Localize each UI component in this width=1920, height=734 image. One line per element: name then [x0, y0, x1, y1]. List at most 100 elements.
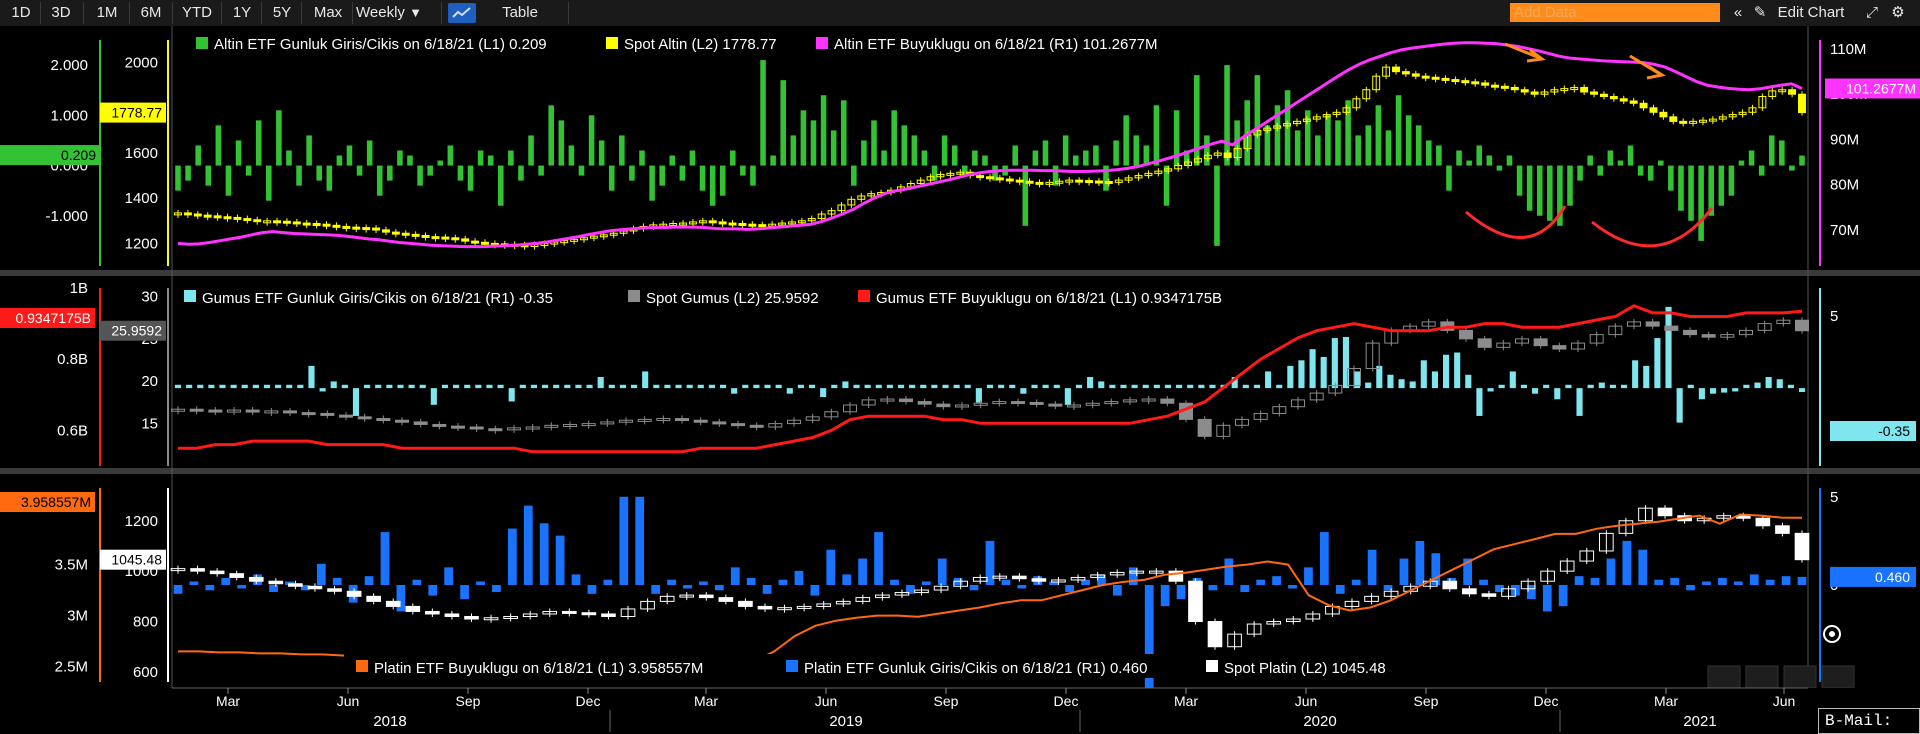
gold-spot-candle: [292, 221, 301, 225]
gold-flow-bar: [548, 105, 554, 166]
silver-spot-candle: [226, 409, 242, 413]
silver-flow-bar: [519, 384, 526, 389]
period-button-3d[interactable]: 3D: [51, 4, 71, 21]
silver-spot-candle: [525, 426, 540, 430]
plat-flow-bar: [842, 574, 852, 585]
annotation-arc: [1465, 205, 1567, 239]
silver-flow-bar: [875, 384, 882, 389]
silver-flow-bar: [1187, 384, 1194, 389]
gold-spot-candle: [1223, 152, 1232, 159]
edit-chart-button[interactable]: Edit Chart: [1777, 4, 1845, 21]
gold-flow-bar: [235, 140, 242, 166]
silver-spot-candle: [749, 424, 764, 428]
silver-flow-bar: [530, 384, 538, 389]
plat-flow-bar: [1415, 540, 1425, 585]
silver-spot-candle: [1794, 319, 1810, 332]
plat-flow-bar: [492, 585, 501, 593]
silver-flow-bar: [1153, 384, 1160, 389]
plat-flow-bar: [714, 585, 724, 591]
period-button-max[interactable]: Max: [313, 4, 343, 21]
period-button-6m[interactable]: 6M: [140, 4, 162, 21]
silver-l1-tick-label: 0.6B: [57, 422, 88, 439]
plat-spot-candle: [1148, 570, 1164, 574]
plat-spot-candle: [1462, 588, 1477, 595]
collapse-icon[interactable]: «: [1733, 4, 1743, 21]
plat-spot-candle: [894, 592, 910, 596]
frequency-dropdown[interactable]: Weekly ▼: [356, 3, 440, 23]
plat-flow-bar: [1335, 585, 1345, 594]
silver-flow-bar: [1698, 388, 1705, 400]
gold-flow-bar: [306, 135, 312, 166]
gold-spot-candle: [1520, 89, 1529, 93]
gold-spot-candle: [461, 238, 470, 242]
plat-spot-candle: [581, 612, 597, 616]
x-axis-month-label: Jun: [1295, 693, 1318, 709]
gold-flow-bar: [296, 165, 302, 186]
plat-spot-candle: [659, 595, 675, 602]
silver-spot-candle: [992, 401, 1007, 405]
silver-flow-bar: [886, 384, 893, 389]
silver-flow-bar: [619, 384, 626, 389]
plat-l1-tick-label: 3.5M: [55, 557, 88, 574]
gold-spot-candle: [1550, 89, 1559, 93]
silver-flow-bar: [1643, 365, 1650, 389]
gold-flow-bar: [1789, 165, 1795, 171]
period-button-1y[interactable]: 1Y: [232, 4, 252, 21]
plat-spot-candle: [796, 605, 812, 609]
gold-flow-bar: [1355, 135, 1361, 166]
line-chart-icon[interactable]: [448, 3, 476, 23]
silver-flow-bar: [497, 384, 504, 389]
gold-spot-candle: [174, 212, 182, 216]
gold-spot-candle: [193, 213, 202, 217]
plat-flow-bar: [778, 579, 788, 585]
plat-spot-candle: [992, 575, 1008, 579]
period-button-5y[interactable]: 5Y: [272, 4, 292, 21]
plat-l1-tick-label: 2.5M: [55, 659, 88, 676]
gold-spot-candle: [401, 232, 410, 236]
gold-spot-candle: [946, 172, 955, 176]
table-button[interactable]: Table: [502, 4, 538, 21]
gold-spot-candle: [1708, 118, 1717, 122]
gold-spot-candle: [787, 221, 796, 225]
plat-spot-candle: [1031, 578, 1047, 582]
gold-flow-bar: [719, 165, 726, 196]
gold-flow-bar: [1688, 165, 1694, 221]
gold-flow-bar: [1446, 165, 1452, 191]
silver-flow-bar: [1743, 384, 1750, 389]
gold-flow-bar: [931, 165, 938, 181]
silver-flow-bar: [1754, 382, 1761, 389]
plat-spot-candle: [425, 610, 440, 615]
silver-spot-candle: [1664, 325, 1679, 331]
gold-flow-bar: [1194, 75, 1200, 166]
plat-flow-bar: [237, 585, 247, 589]
gold-spot-candle: [1283, 123, 1292, 127]
gold-flow-bar: [1536, 165, 1543, 216]
plat-spot-candle: [1285, 618, 1301, 623]
gold-spot-candle: [1134, 175, 1143, 179]
plat-flow-bar: [969, 585, 979, 591]
gold-spot-candle: [1293, 120, 1301, 125]
plat-flow-bar: [412, 579, 422, 585]
settings-icon[interactable]: ⚙: [1891, 4, 1905, 21]
gold-l1-tick-label: 2.000: [50, 57, 88, 74]
gold-flow-bar: [336, 155, 343, 166]
plat-flow-bar: [1781, 576, 1791, 585]
period-button-ytd[interactable]: YTD: [182, 4, 212, 21]
period-button-1m[interactable]: 1M: [96, 4, 118, 21]
plat-flow-bar: [603, 579, 613, 585]
plat-spot-candle: [640, 600, 655, 610]
bmail-field[interactable]: B-Mail:: [1818, 708, 1920, 734]
silver-flow-bar: [942, 384, 949, 389]
plat-flow-bar: [1702, 581, 1711, 585]
add-data-input[interactable]: Add Data: [1510, 3, 1720, 22]
expand-icon[interactable]: ⤢: [1865, 4, 1878, 21]
gold-spot-candle: [817, 213, 826, 220]
silver-flow-bar: [1509, 371, 1516, 389]
silver-flow-bar: [1632, 360, 1639, 389]
plat-flow-bar: [1399, 558, 1409, 585]
gold-flow-bar: [840, 100, 847, 166]
period-button-1d[interactable]: 1D: [11, 4, 31, 21]
plat-r1-tick-label: 5: [1830, 489, 1838, 506]
gold-flow-bar: [487, 155, 494, 166]
gold-flow-bar: [518, 165, 524, 181]
